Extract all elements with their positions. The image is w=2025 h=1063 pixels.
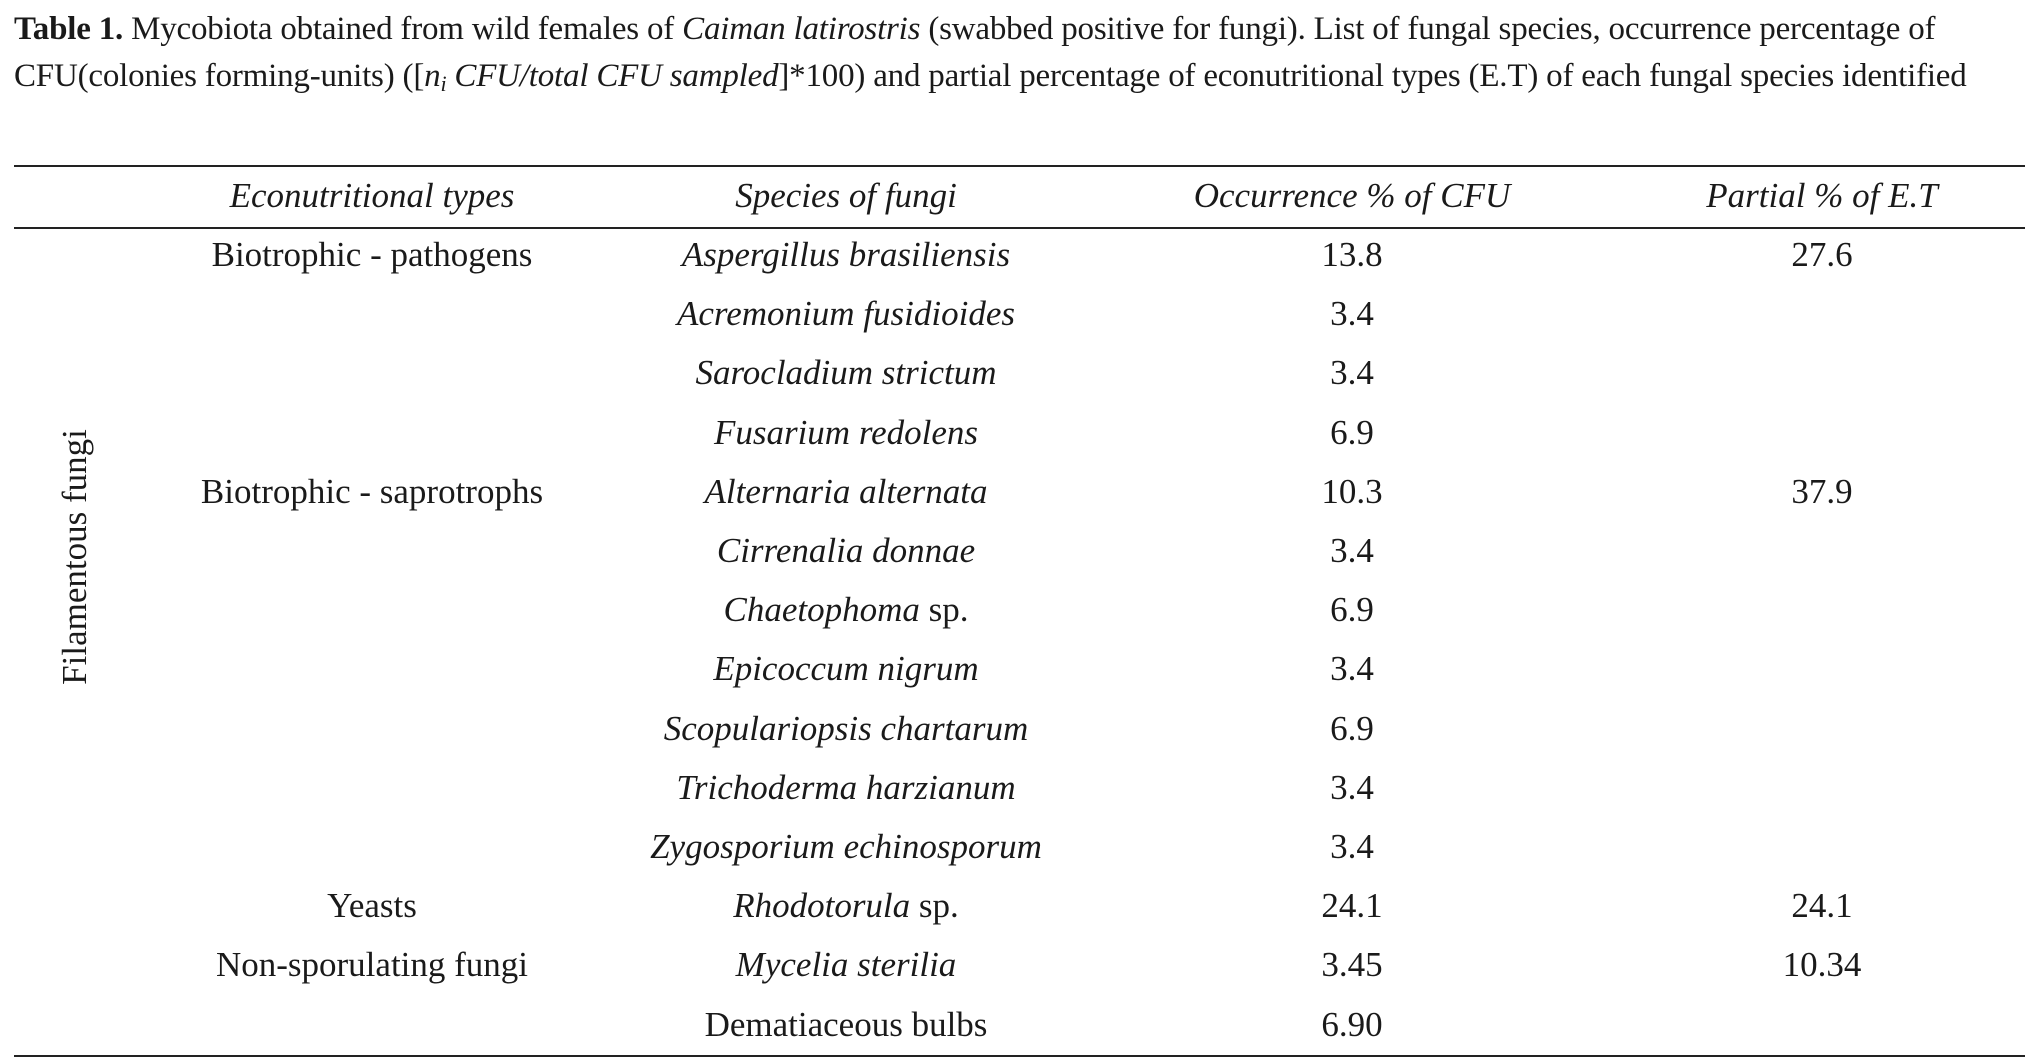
species-cell: Acremonium fusidioides [677,294,1015,334]
econutritional-type-cell: Biotrophic - saprotrophs [200,472,544,511]
species-name-italic: Epicoccum nigrum [713,649,979,688]
species-name-italic: Zygosporium echinosporum [650,827,1042,866]
header-econutritional-types: Econutritional types [229,176,515,215]
occurrence-cell: 3.4 [1330,768,1374,807]
partial-percentage-cell: 27.6 [1791,235,1853,274]
species-name-italic: Fusarium redolens [713,413,979,452]
species-cell: Mycelia sterilia [736,945,957,985]
species-cell: Cirrenalia donnae [717,531,975,571]
species-cell: Zygosporium echinosporum [650,827,1042,867]
species-name-italic: Acremonium fusidioides [677,294,1015,333]
caption-label: Table 1. [14,11,124,47]
species-name-italic: Sarocladium strictum [695,353,997,392]
table-top-rule [14,165,2025,167]
occurrence-cell: 6.9 [1330,590,1374,629]
species-cell: Chaetophoma sp. [723,590,968,630]
species-name-italic: Alternaria alternata [704,472,988,511]
header-species: Species of fungi [735,176,957,215]
species-name-italic: Chaetophoma [723,590,920,629]
caption-text-1: Mycobiota obtained from wild females of [123,11,683,47]
table-caption: Table 1. Mycobiota obtained from wild fe… [14,6,2014,100]
caption-species: Caiman latirostris [682,11,921,47]
occurrence-cell: 6.90 [1321,1005,1383,1044]
species-name-italic: Mycelia sterilia [735,945,957,984]
species-name-plain: sp. [919,590,969,629]
caption-text-3: ) and partial percentage of econutrition… [854,58,1967,94]
econutritional-type-cell: Yeasts [327,886,417,925]
species-cell: Rhodotorula sp. [733,886,959,926]
occurrence-cell: 3.4 [1330,649,1374,688]
species-cell: Aspergillus brasiliensis [682,235,1010,275]
species-cell: Trichoderma harzianum [676,768,1015,808]
caption-text-2: (swabbed positive for fungi). List of fu… [14,11,1936,94]
partial-percentage-cell: 10.34 [1782,945,1862,984]
occurrence-cell: 13.8 [1321,235,1383,274]
species-cell: Fusarium redolens [714,413,978,453]
caption-formula-mult: ]*100 [778,58,855,94]
econutritional-type-cell: Non-sporulating fungi [215,945,529,984]
occurrence-cell: 6.9 [1330,709,1374,748]
partial-percentage-cell: 24.1 [1791,886,1853,925]
occurrence-cell: 3.4 [1330,353,1374,392]
occurrence-cell: 24.1 [1321,886,1383,925]
species-name-italic: Rhodotorula [733,886,911,925]
species-cell: Epicoccum nigrum [713,649,978,689]
caption-formula-rest: CFU/total CFU sampled [446,58,779,94]
species-name-italic: Trichoderma harzianum [676,768,1016,807]
header-partial: Partial % of E.T [1706,176,1938,215]
table-bottom-rule [14,1055,2025,1057]
species-name-italic: Scopulariopsis chartarum [663,709,1029,748]
species-name-plain: Dematiaceous bulbs [704,1005,988,1044]
occurrence-cell: 6.9 [1330,413,1374,452]
species-cell: Sarocladium strictum [695,353,996,393]
table-header-rule [14,227,2025,229]
occurrence-cell: 3.4 [1330,827,1374,866]
occurrence-cell: 3.4 [1330,531,1374,570]
econutritional-type-cell: Biotrophic - pathogens [211,235,533,274]
group-label-filamentous-fungi: Filamentous fungi [55,429,94,685]
species-cell: Alternaria alternata [705,472,988,512]
species-cell: Scopulariopsis chartarum [664,709,1029,749]
species-name-italic: Aspergillus brasiliensis [681,235,1011,274]
species-name-plain: sp. [910,886,959,925]
caption-formula-sub: i [440,71,447,96]
partial-percentage-cell: 37.9 [1791,472,1853,511]
caption-formula-n: n [424,58,441,94]
occurrence-cell: 3.4 [1330,294,1374,333]
species-name-italic: Cirrenalia donnae [716,531,976,570]
occurrence-cell: 10.3 [1321,472,1383,511]
species-cell: Dematiaceous bulbs [705,1005,988,1045]
occurrence-cell: 3.45 [1321,945,1383,984]
header-occurrence: Occurrence % of CFU [1193,176,1511,215]
